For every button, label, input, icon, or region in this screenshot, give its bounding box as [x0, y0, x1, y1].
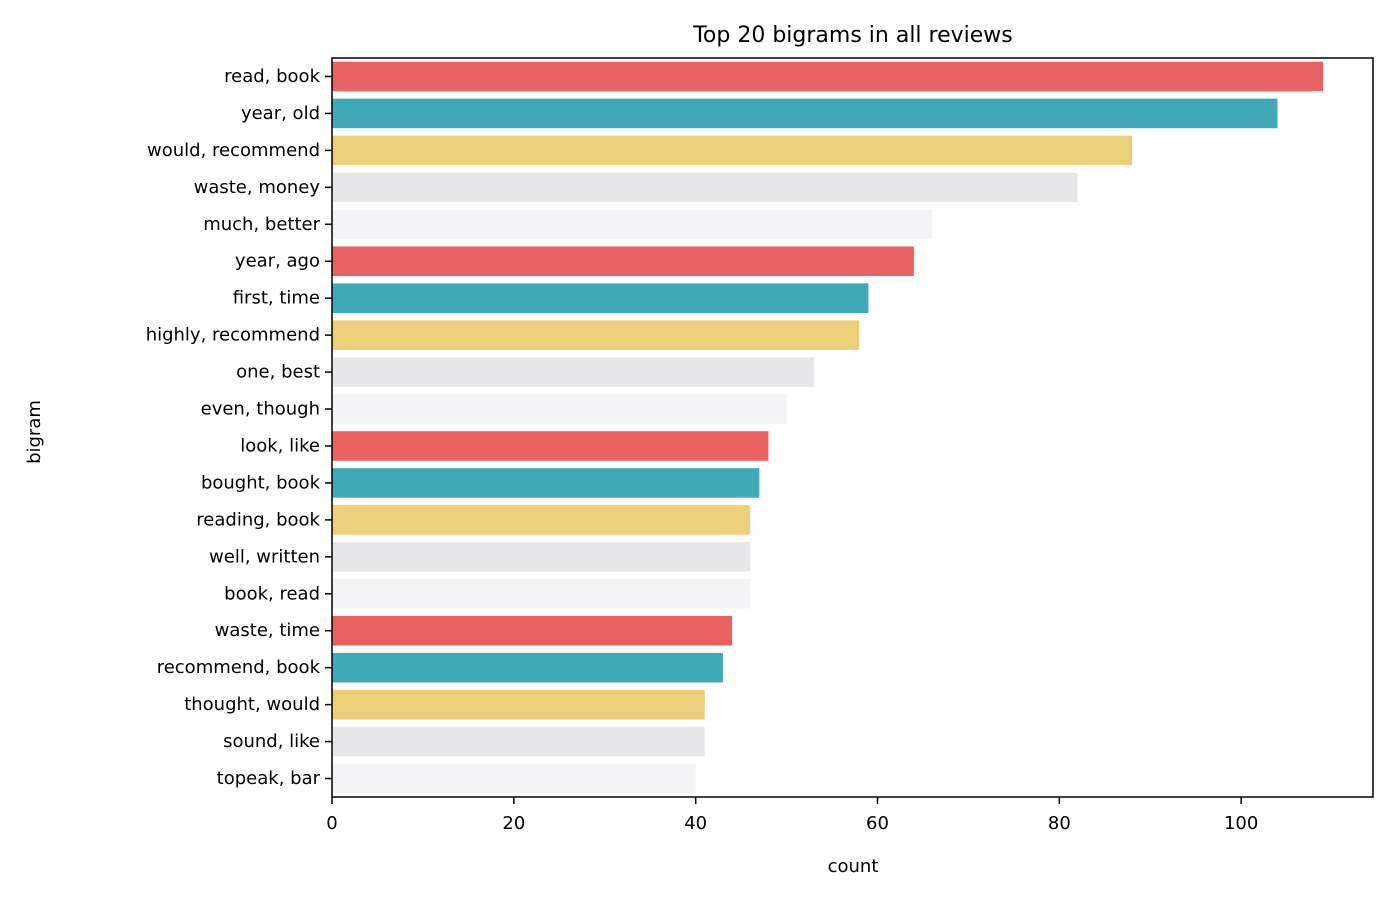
bar [332, 394, 787, 424]
bar [332, 431, 769, 461]
y-tick-labels: read, book year, old would, recommend waste… [146, 66, 332, 789]
y-tick-label: waste, time [215, 620, 320, 641]
bars-group [332, 61, 1323, 794]
bar [332, 578, 751, 609]
bar [332, 98, 1278, 129]
bar [332, 172, 1078, 203]
y-tick-label: waste, money [194, 177, 321, 198]
bar [332, 320, 860, 350]
y-axis-label: bigram [24, 400, 45, 464]
y-tick-label: well, written [209, 546, 320, 567]
y-tick-label: even, though [201, 399, 320, 420]
x-ticks: 0 20 40 60 80 100 [326, 797, 1258, 834]
x-tick-label: 20 [502, 813, 525, 834]
bar [332, 652, 723, 683]
y-tick-label: book, read [224, 583, 320, 604]
y-tick-label: much, better [203, 214, 320, 235]
x-tick-label: 40 [684, 813, 707, 834]
y-tick-label: read, book [224, 66, 320, 87]
x-tick-label: 0 [326, 813, 337, 834]
plot-frame [331, 57, 1374, 798]
bar [332, 357, 814, 387]
chart-title: Top 20 bigrams in all reviews [692, 23, 1013, 48]
y-tick-label: year, old [241, 103, 320, 124]
y-tick-label: highly, recommend [146, 325, 320, 346]
y-tick-label: one, best [236, 362, 320, 383]
bar [332, 689, 705, 720]
x-tick-label: 80 [1048, 813, 1071, 834]
bar [332, 726, 705, 757]
bar [332, 615, 733, 646]
y-tick-label: year, ago [235, 251, 320, 272]
y-tick-label: reading, book [196, 509, 320, 530]
bar [332, 209, 933, 240]
y-tick-label: bought, book [201, 472, 321, 493]
bar [332, 283, 869, 313]
bar [332, 61, 1323, 92]
y-tick-label: thought, would [184, 694, 320, 715]
x-tick-label: 100 [1224, 813, 1258, 834]
y-tick-label: first, time [233, 288, 320, 309]
bar [332, 468, 760, 498]
x-tick-label: 60 [866, 813, 889, 834]
y-tick-label: topeak, bar [217, 768, 321, 789]
y-tick-label: sound, like [223, 731, 320, 752]
bar [332, 505, 751, 535]
bar [332, 135, 1133, 166]
bar [332, 542, 751, 572]
bar [332, 763, 696, 794]
bar [332, 246, 914, 277]
y-tick-label: look, like [240, 435, 320, 456]
y-tick-label: would, recommend [147, 140, 320, 161]
x-axis-label: count [828, 856, 879, 877]
y-tick-label: recommend, book [157, 657, 321, 678]
